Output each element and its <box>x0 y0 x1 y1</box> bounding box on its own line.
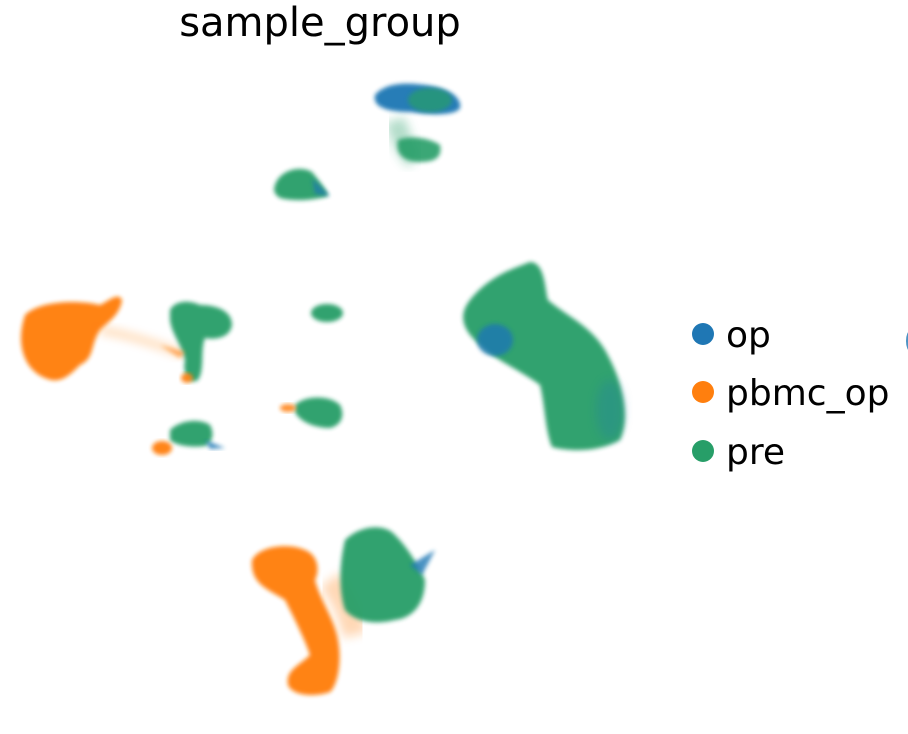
cluster-left-pbmc <box>21 296 123 381</box>
cluster-left-mid <box>170 301 232 382</box>
chart-title: sample_group <box>179 0 461 46</box>
legend-label-pbmc-op: pbmc_op <box>726 373 889 414</box>
cluster-small-upper <box>274 168 328 201</box>
scatter-clusters <box>21 83 625 696</box>
cluster-bottom-pbmc <box>251 546 340 696</box>
cluster-top-lower <box>397 137 441 162</box>
cluster-small-center <box>311 304 343 322</box>
cluster-bottom-pre <box>340 527 425 623</box>
legend-marker-pre <box>692 440 714 462</box>
legend-label-op: op <box>726 315 771 356</box>
cluster-bottom-op-tail <box>410 550 435 575</box>
legend-entry-pre: pre <box>692 432 785 473</box>
cluster-lower-left <box>170 420 213 447</box>
cluster-large-right-op-patch <box>477 324 513 356</box>
cluster-top-pre <box>408 88 452 112</box>
cluster-large-right-op-rim <box>596 380 624 440</box>
cluster-center-lower <box>295 397 343 428</box>
cluster-large-right <box>463 262 625 451</box>
legend-label-pre: pre <box>726 432 785 473</box>
legend-entry-pbmc-op: pbmc_op <box>692 373 889 414</box>
cluster-center-lower-orange <box>280 404 296 412</box>
legend-entry-op: op <box>692 315 771 356</box>
legend-marker-op <box>692 323 714 345</box>
cluster-lower-left-orange <box>152 441 172 455</box>
cluster-lower-left-tail <box>205 440 225 449</box>
legend: op pbmc_op pre <box>692 315 889 473</box>
cluster-small-upper-tail <box>312 178 330 196</box>
legend-marker-pbmc-op <box>692 381 714 403</box>
cluster-left-mid-orange <box>181 373 193 383</box>
cluster-left-mid-orange-tail <box>160 345 185 358</box>
